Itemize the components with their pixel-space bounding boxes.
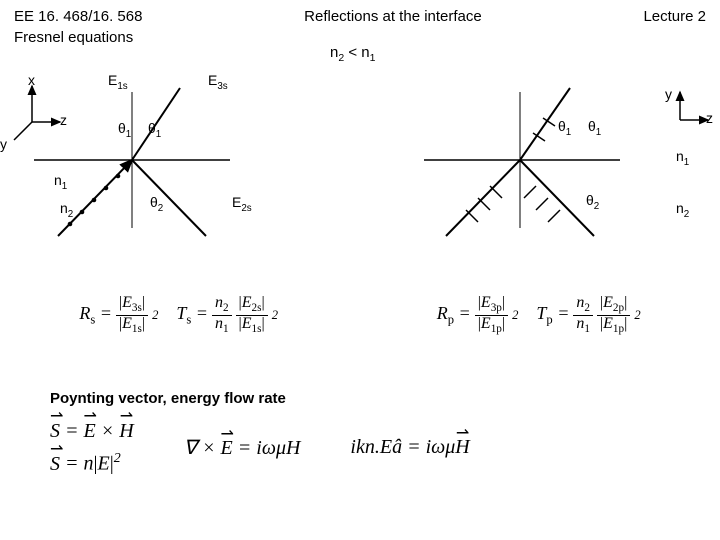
label-E1s: E1s [108, 72, 128, 92]
left-axes [14, 86, 60, 140]
label-theta2: θ2 [150, 194, 163, 214]
axis-y2-label: y [665, 86, 672, 102]
diagram-area: x y z E1s E3s E2s θ1 θ1 θ2 n1 n2 θ1 θ1 θ… [0, 78, 720, 258]
eq-ikn: ikn.Eâ = iωμH [350, 436, 469, 459]
label-E3s: E3s [208, 72, 228, 92]
eq-Tp: Tp = n2n1 |E2p| |E1p| 2 [536, 295, 640, 336]
axis-y-label: y [0, 136, 7, 152]
poynting-title: Poynting vector, energy flow rate [50, 390, 286, 407]
lecture-num: Lecture 2 [643, 8, 706, 25]
label-theta1-in-r: θ1 [558, 118, 571, 138]
right-interface-diagram [424, 88, 620, 236]
axis-x-label: x [28, 72, 35, 88]
label-n2-left: n2 [60, 200, 73, 220]
label-n1-right: n1 [676, 148, 689, 168]
s-pol-equations: Rs = |E3s| |E1s| 2 Ts = n2n1 |E2s| |E1s|… [79, 295, 278, 336]
equations-row: Rs = |E3s| |E1s| 2 Ts = n2n1 |E2s| |E1s|… [0, 295, 720, 336]
label-theta1-in: θ1 [118, 120, 131, 140]
label-theta1-ref: θ1 [148, 120, 161, 140]
eq-Rs: Rs = |E3s| |E1s| 2 [79, 295, 158, 336]
label-theta1-ref-r: θ1 [588, 118, 601, 138]
eq-S-cross: S = E × H [50, 420, 134, 443]
page-title: Reflections at the interface [304, 8, 482, 25]
eq-curlE: ∇ × E = iωμH [184, 435, 301, 460]
label-n2-right: n2 [676, 200, 689, 220]
label-n1-left: n1 [54, 172, 67, 192]
label-theta2-r: θ2 [586, 192, 599, 212]
axis-z-label: z [60, 112, 67, 128]
poynting-equations: S = E × H S = n|E|2 ∇ × E = iωμH ikn.Eâ … [50, 420, 690, 476]
p-pol-equations: Rp = |E3p| |E1p| 2 Tp = n2n1 |E2p| |E1p|… [437, 295, 641, 336]
diagram-svg [0, 78, 720, 258]
label-E2s: E2s [232, 194, 252, 214]
axis-z2-label: z [706, 110, 713, 126]
index-condition: n2 < n1 [330, 44, 375, 64]
header-row: EE 16. 468/16. 568 Reflections at the in… [0, 0, 720, 27]
poynting-stack: S = E × H S = n|E|2 [50, 420, 134, 476]
eq-S-nE2: S = n|E|2 [50, 451, 134, 476]
eq-Ts: Ts = n2n1 |E2s| |E1s| 2 [176, 295, 278, 336]
course-code: EE 16. 468/16. 568 [14, 8, 142, 25]
right-axes [680, 92, 708, 120]
eq-Rp: Rp = |E3p| |E1p| 2 [437, 295, 519, 336]
